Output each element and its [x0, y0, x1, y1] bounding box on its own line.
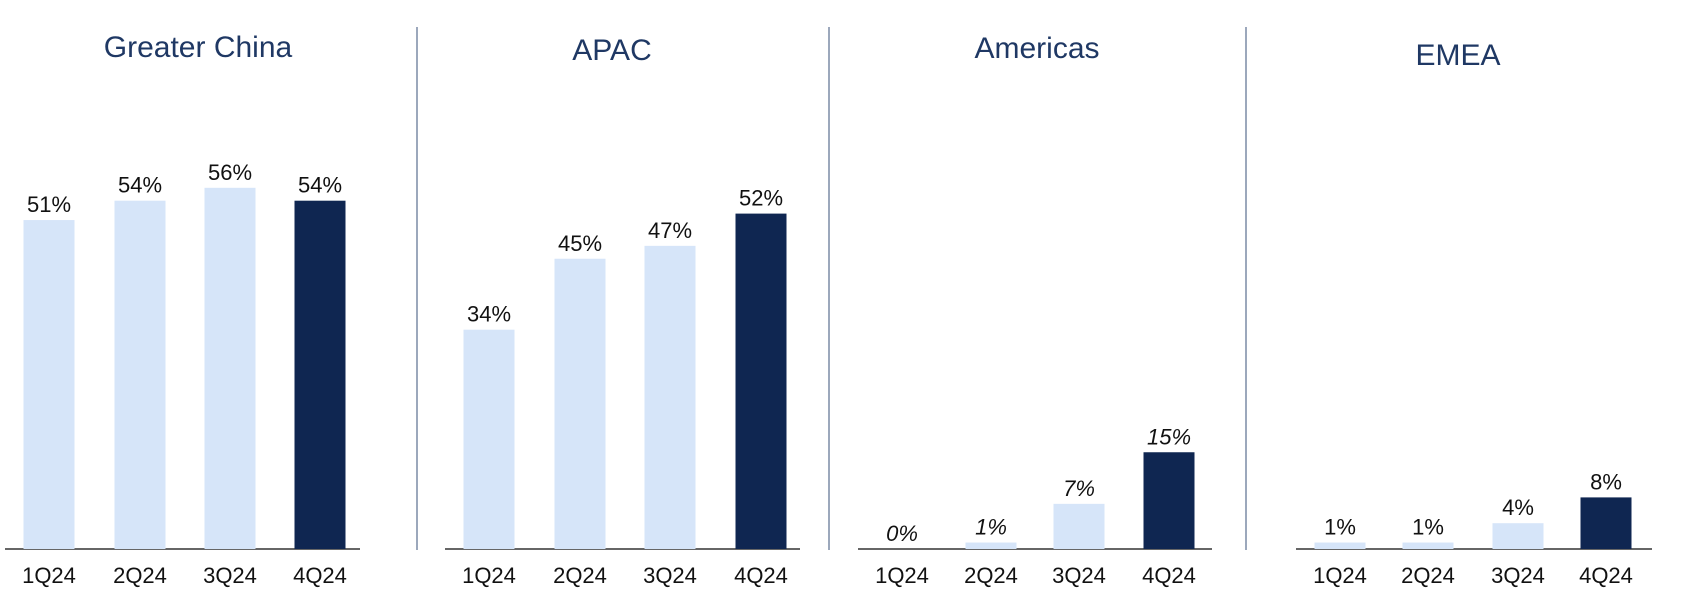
bar — [735, 213, 787, 549]
x-tick-label: 2Q24 — [964, 563, 1018, 588]
data-label: 54% — [118, 173, 162, 198]
bar — [554, 258, 606, 549]
data-label: 34% — [467, 302, 511, 327]
panel-title-americas: Americas — [974, 32, 1099, 65]
bar — [1314, 542, 1366, 549]
x-tick-label: 1Q24 — [22, 563, 76, 588]
bar — [1053, 503, 1105, 549]
data-label: 45% — [558, 231, 602, 256]
data-label: 15% — [1147, 424, 1191, 449]
x-tick-label: 4Q24 — [1579, 563, 1633, 588]
bar — [965, 542, 1017, 549]
data-label: 56% — [208, 160, 252, 185]
data-label: 1% — [1412, 515, 1444, 540]
data-label: 52% — [739, 186, 783, 211]
x-tick-label: 1Q24 — [1313, 563, 1367, 588]
x-tick-label: 2Q24 — [1401, 563, 1455, 588]
bar — [1492, 523, 1544, 549]
data-label: 47% — [648, 218, 692, 243]
panel-title-emea: EMEA — [1415, 39, 1500, 72]
bar — [1143, 452, 1195, 549]
x-tick-label: 3Q24 — [203, 563, 257, 588]
panel-title-greater-china: Greater China — [104, 31, 293, 64]
data-label: 54% — [298, 173, 342, 198]
x-tick-label: 4Q24 — [1142, 563, 1196, 588]
bar — [1580, 497, 1632, 549]
bar — [463, 329, 515, 549]
bar — [114, 200, 166, 549]
x-tick-label: 4Q24 — [734, 563, 788, 588]
data-label: 4% — [1502, 495, 1534, 520]
data-label: 0% — [886, 521, 918, 546]
bar — [294, 200, 346, 549]
bar — [204, 187, 256, 550]
bar — [23, 220, 75, 550]
x-tick-label: 3Q24 — [643, 563, 697, 588]
data-label: 8% — [1590, 469, 1622, 494]
bars-layer: 51% 1Q24 54% 2Q24 56% 3Q24 54% 4Q24 34% 1Q24 45% 2Q… — [5, 160, 1652, 588]
x-tick-label: 1Q24 — [875, 563, 929, 588]
x-tick-label: 3Q24 — [1491, 563, 1545, 588]
data-label: 7% — [1063, 476, 1095, 501]
x-tick-label: 3Q24 — [1052, 563, 1106, 588]
data-label: 51% — [27, 192, 71, 217]
bar — [644, 245, 696, 549]
x-tick-label: 4Q24 — [293, 563, 347, 588]
data-label: 1% — [975, 515, 1007, 540]
bar — [1402, 542, 1454, 549]
panel-title-apac: APAC — [572, 34, 651, 67]
x-tick-label: 2Q24 — [113, 563, 167, 588]
x-tick-label: 2Q24 — [553, 563, 607, 588]
x-tick-label: 1Q24 — [462, 563, 516, 588]
data-label: 1% — [1324, 515, 1356, 540]
